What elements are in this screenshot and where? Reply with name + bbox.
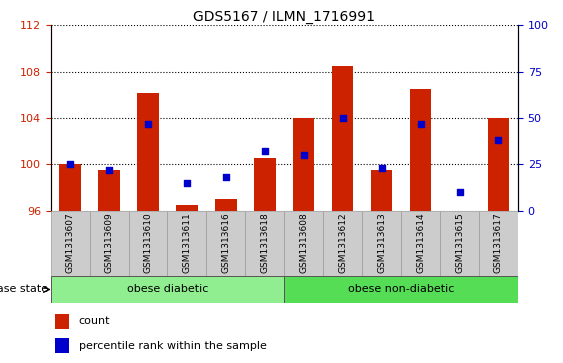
Point — [494, 137, 503, 143]
Point — [300, 152, 309, 158]
Bar — [410, 89, 431, 211]
Bar — [215, 199, 236, 211]
Text: count: count — [79, 317, 110, 326]
Bar — [51, 211, 90, 276]
Text: GSM1313618: GSM1313618 — [260, 212, 269, 273]
Bar — [254, 159, 275, 211]
Text: GSM1313608: GSM1313608 — [300, 212, 309, 273]
Text: GSM1313614: GSM1313614 — [416, 212, 425, 273]
Bar — [332, 66, 354, 211]
Bar — [168, 211, 207, 276]
Point — [377, 165, 386, 171]
Bar — [245, 211, 284, 276]
Bar — [176, 205, 198, 211]
Text: GSM1313611: GSM1313611 — [182, 212, 191, 273]
Point — [455, 189, 464, 195]
Text: GSM1313607: GSM1313607 — [66, 212, 75, 273]
Bar — [284, 276, 518, 303]
Point — [416, 121, 425, 126]
Text: obese diabetic: obese diabetic — [127, 285, 208, 294]
Bar — [284, 211, 323, 276]
Text: GSM1313613: GSM1313613 — [377, 212, 386, 273]
Text: GSM1313609: GSM1313609 — [105, 212, 114, 273]
Bar — [479, 211, 518, 276]
Bar — [440, 211, 479, 276]
Bar — [293, 118, 315, 211]
Bar — [51, 276, 284, 303]
Bar — [90, 211, 128, 276]
Bar — [137, 93, 159, 211]
Bar — [323, 211, 362, 276]
Bar — [207, 211, 245, 276]
Point — [338, 115, 347, 121]
Point — [221, 174, 230, 180]
Bar — [55, 314, 69, 329]
Text: GSM1313612: GSM1313612 — [338, 212, 347, 273]
Bar — [99, 170, 120, 211]
Bar — [362, 211, 401, 276]
Text: obese non-diabetic: obese non-diabetic — [348, 285, 454, 294]
Point — [182, 180, 191, 186]
Bar — [488, 118, 509, 211]
Title: GDS5167 / ILMN_1716991: GDS5167 / ILMN_1716991 — [193, 11, 376, 24]
Bar — [401, 211, 440, 276]
Point — [144, 121, 153, 126]
Bar — [371, 170, 392, 211]
Text: GSM1313617: GSM1313617 — [494, 212, 503, 273]
Bar — [128, 211, 168, 276]
Bar — [60, 164, 81, 211]
Text: GSM1313610: GSM1313610 — [144, 212, 153, 273]
Text: GSM1313615: GSM1313615 — [455, 212, 464, 273]
Text: percentile rank within the sample: percentile rank within the sample — [79, 341, 267, 351]
Text: disease state: disease state — [0, 285, 48, 294]
Point — [105, 167, 114, 173]
Bar — [55, 338, 69, 353]
Text: GSM1313616: GSM1313616 — [221, 212, 230, 273]
Point — [66, 161, 75, 167]
Point — [260, 148, 269, 154]
